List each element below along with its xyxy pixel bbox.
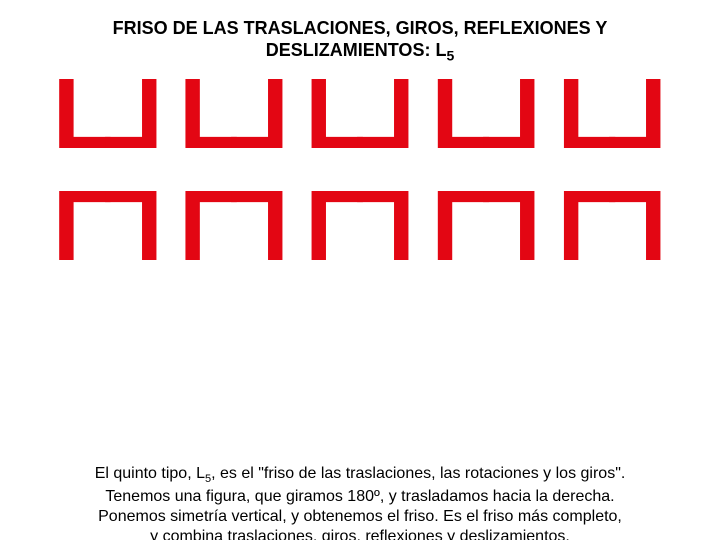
frieze-glyph: L xyxy=(108,72,163,157)
frieze-glyph: L xyxy=(486,72,541,157)
frieze-pair: L L xyxy=(53,182,163,267)
frieze-glyph: L xyxy=(486,182,541,267)
frieze-glyph: L xyxy=(360,182,415,267)
desc-line1-pre: El quinto tipo, L xyxy=(95,465,205,482)
frieze-glyph: L xyxy=(431,182,486,267)
frieze-glyph: L xyxy=(305,182,360,267)
frieze-pair: L L xyxy=(557,182,667,267)
frieze-glyph: L xyxy=(179,182,234,267)
frieze-pair: L L xyxy=(557,72,667,157)
frieze-glyph: L xyxy=(179,72,234,157)
frieze-glyph: L xyxy=(108,182,163,267)
desc-line2: Tenemos una figura, que giramos 180º, y … xyxy=(105,488,614,505)
desc-line4: y combina traslaciones, giros, reflexion… xyxy=(150,528,570,540)
frieze-pair: L L xyxy=(431,182,541,267)
slide-page: FRISO DE LAS TRASLACIONES, GIROS, REFLEX… xyxy=(0,0,720,540)
frieze-glyph: L xyxy=(234,72,289,157)
frieze-pair: L L xyxy=(431,72,541,157)
frieze-glyph: L xyxy=(53,72,108,157)
frieze-glyph: L xyxy=(612,72,667,157)
description-text: El quinto tipo, L5, es el "friso de las … xyxy=(24,464,696,540)
frieze-row-top: L L L L L L L L L L xyxy=(24,72,696,157)
frieze-glyph: L xyxy=(557,72,612,157)
frieze-glyph: L xyxy=(234,182,289,267)
frieze-pair: L L xyxy=(179,182,289,267)
frieze-pair: L L xyxy=(179,72,289,157)
frieze-glyph: L xyxy=(305,72,360,157)
frieze-glyph: L xyxy=(431,72,486,157)
frieze-pair: L L xyxy=(305,182,415,267)
frieze-glyph: L xyxy=(612,182,667,267)
desc-line1-post: , es el "friso de las traslaciones, las … xyxy=(211,465,625,482)
frieze-pair: L L xyxy=(53,72,163,157)
frieze-glyph: L xyxy=(360,72,415,157)
desc-line3: Ponemos simetría vertical, y obtenemos e… xyxy=(98,508,622,525)
title-line2-pre: DESLIZAMIENTOS: L xyxy=(266,40,447,60)
title-line1: FRISO DE LAS TRASLACIONES, GIROS, REFLEX… xyxy=(113,18,608,38)
frieze-pattern: L L L L L L L L L L L L xyxy=(24,66,696,266)
frieze-row-bottom: L L L L L L L L L L xyxy=(24,182,696,267)
frieze-glyph: L xyxy=(53,182,108,267)
frieze-glyph: L xyxy=(557,182,612,267)
frieze-pair: L L xyxy=(305,72,415,157)
